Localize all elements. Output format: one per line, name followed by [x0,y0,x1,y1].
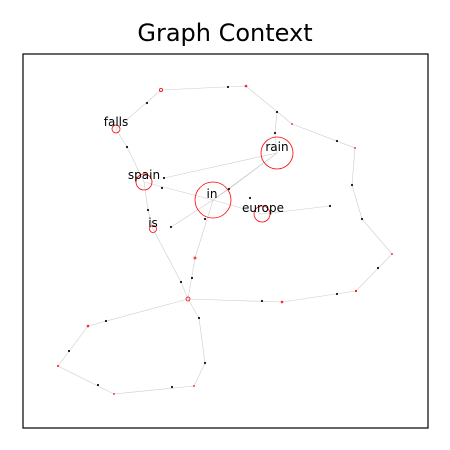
edge-arrowhead [360,217,364,221]
graph-node-rain [260,136,294,170]
edge-arrowhead [197,316,201,320]
edge-arrowhead [146,208,150,212]
graph-node-unlabeled [185,296,191,302]
edge-arrowhead [96,383,100,387]
graph-edge [143,181,331,215]
graph-edge [152,228,189,300]
graph-nodes [57,84,393,395]
graph-node-unlabeled [280,300,284,304]
graph-edge [212,111,278,201]
node-label-spain: spain [128,168,160,182]
edge-arrowhead [248,196,252,200]
edge-arrowhead [160,186,164,190]
graph-node-unlabeled [354,147,356,149]
graph-node-unlabeled [86,324,90,328]
edge-arrowhead [190,276,194,280]
graph-node-unlabeled [354,289,358,293]
graph-node-unlabeled [57,364,60,367]
edge-arrowhead [328,204,332,208]
graph-node-unlabeled [291,123,293,125]
graph-edge [115,85,393,303]
edge-arrowhead [227,187,231,191]
edge-arrowhead [350,183,354,187]
node-label-europe: europe [242,201,284,215]
graph-edge [187,199,214,300]
node-labels: rain in spain europe falls is [104,115,289,230]
graph-node-unlabeled [244,84,248,88]
edge-arrowhead [226,85,230,89]
edge-arrowhead [273,131,277,135]
edge-arrowhead [170,385,174,389]
graph-node-unlabeled [193,256,197,260]
edge-arrowhead [376,266,380,270]
graph-node-europe [253,205,271,223]
node-label-falls: falls [104,115,129,129]
edge-arrowhead [275,110,279,114]
edge-arrowhead [335,292,339,296]
edge-arrowhead [125,145,129,149]
graph-title: Graph Context [137,19,312,47]
node-label-in: in [207,187,218,201]
edge-arrowhead [203,361,207,365]
edge-arrowhead [335,139,339,143]
edge-arrowhead [162,176,166,180]
edge-arrows [67,85,380,389]
edge-arrowhead [169,225,173,229]
plot-frame [22,53,429,429]
graph-edges [57,85,393,395]
node-label-is: is [148,216,158,230]
node-label-rain: rain [265,140,288,154]
graph-node-is [149,225,157,233]
edge-arrowhead [104,319,108,323]
edge-arrowhead [145,101,149,105]
graph-edge [163,152,278,179]
graph-node-in [194,181,232,219]
graph-node-spain [135,173,153,191]
graph-node-unlabeled [193,385,195,387]
edge-arrowhead [179,280,183,284]
graph-node-unlabeled [113,393,115,395]
graph-node-falls [111,124,121,134]
edge-arrowhead [203,217,207,221]
graph-edge [57,298,206,395]
graph-node-unlabeled [158,88,163,93]
edge-arrowhead [260,299,264,303]
graph-edge [170,152,278,228]
graph-node-unlabeled [391,253,393,255]
edge-arrowhead [67,349,71,353]
